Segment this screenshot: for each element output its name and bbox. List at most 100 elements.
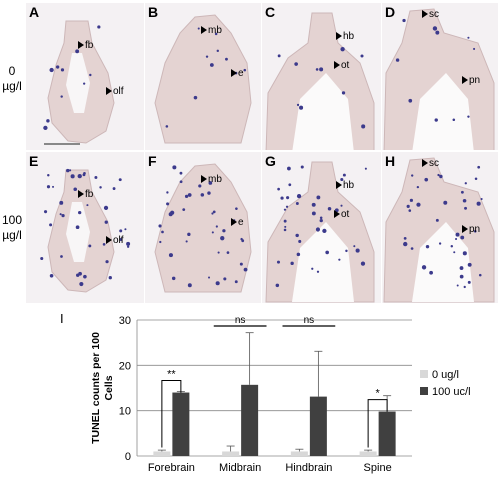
tunel-stain-dot: [319, 67, 324, 72]
significance-label: **: [167, 369, 176, 381]
tunel-stain-dot: [340, 204, 343, 207]
anatomy-label: mb: [208, 25, 222, 36]
row-unit-0: µg/l: [2, 79, 22, 93]
tunel-stain-dot: [105, 260, 109, 264]
anatomy-label: ot: [341, 60, 350, 71]
tunel-stain-dot: [172, 165, 177, 170]
tunel-stain-dot: [223, 277, 227, 281]
bar-control: [153, 451, 171, 456]
lumen: [292, 222, 354, 302]
tunel-stain-dot: [75, 49, 80, 54]
tunel-stain-dot: [78, 210, 82, 215]
tunel-stain-dot: [416, 185, 420, 189]
tunel-stain-dot: [222, 229, 226, 233]
tunel-stain-dot: [467, 115, 470, 118]
tunel-stain-dot: [275, 283, 280, 288]
tunel-stain-dot: [211, 231, 214, 234]
tunel-stain-dot: [474, 177, 478, 180]
tunel-stain-dot: [353, 245, 356, 248]
tunel-stain-dot: [477, 165, 481, 169]
tunel-stain-dot: [411, 174, 414, 177]
tunel-stain-dot: [283, 228, 287, 232]
tunel-stain-dot: [170, 210, 175, 215]
tissue-section-image: fb olf: [43, 20, 124, 145]
tunel-stain-dot: [187, 232, 191, 237]
tunel-stain-dot: [171, 276, 176, 281]
pointer-arrow-icon: [422, 159, 428, 167]
tunel-stain-dot: [439, 174, 443, 179]
tunel-stain-dot: [341, 91, 346, 95]
tunel-stain-dot: [83, 82, 86, 85]
tunel-stain-dot: [187, 283, 192, 288]
tunel-stain-dot: [316, 270, 320, 273]
pointer-arrow-icon: [106, 236, 112, 244]
image-panel-h: sc pn H: [382, 152, 498, 303]
tunel-stain-dot: [220, 236, 225, 241]
tunel-stain-dot: [287, 166, 291, 171]
anatomy-label: sc: [429, 158, 439, 169]
tunel-stain-dot: [421, 265, 427, 270]
tunel-stain-dot: [108, 276, 112, 280]
tunel-stain-dot: [161, 230, 164, 234]
panel-letter: D: [385, 4, 396, 20]
tunel-stain-dot: [214, 32, 218, 36]
tunel-stain-dot: [360, 261, 366, 266]
tunel-stain-dot: [408, 98, 413, 103]
tunel-stain-dot: [79, 281, 84, 287]
tunel-stain-dot: [89, 73, 92, 77]
tunel-stain-dot: [76, 273, 80, 277]
tunel-stain-dot: [69, 169, 72, 172]
x-tick-label: Forebrain: [148, 462, 195, 474]
anatomy-label: pn: [469, 224, 480, 235]
tunel-stain-dot: [406, 204, 410, 208]
tunel-stain-dot: [464, 182, 467, 185]
tunel-stain-dot: [453, 251, 456, 254]
tunel-stain-dot: [315, 227, 321, 232]
tunel-stain-dot: [450, 245, 454, 248]
tunel-stain-dot: [66, 168, 70, 173]
tunel-stain-dot: [295, 202, 299, 205]
y-tick-label: 0: [125, 451, 131, 463]
tissue-section-image: mb e: [154, 163, 252, 293]
tunel-stain-dot: [340, 177, 344, 182]
tunel-stain-dot: [360, 54, 364, 58]
y-tick-label: 30: [119, 315, 131, 327]
tunel-stain-dot: [338, 258, 341, 261]
tunel-stain-dot: [211, 212, 214, 215]
tunel-stain-dot: [277, 187, 280, 191]
tunel-stain-dot: [60, 95, 63, 98]
tunel-stain-dot: [480, 197, 483, 201]
y-axis-label: TUNEL counts per 100: [90, 332, 102, 444]
bar-treated: [172, 392, 190, 456]
tunel-stain-dot: [478, 273, 482, 277]
tunel-stain-dot: [403, 241, 408, 247]
tissue-outline: [154, 163, 252, 293]
tunel-stain-dot: [118, 178, 122, 182]
panel-letter: E: [29, 153, 39, 169]
tunel-stain-dot: [166, 202, 170, 206]
x-tick-label: Midbrain: [219, 462, 261, 474]
lumen: [412, 73, 474, 150]
image-panel-g: hb ot G: [262, 152, 381, 303]
tunel-stain-dot: [455, 232, 460, 237]
ventricle-lumen: [66, 202, 90, 262]
bar-control: [359, 451, 377, 456]
tunel-stain-dot: [216, 49, 219, 53]
tunel-stain-dot: [286, 196, 290, 200]
tunel-stain-dot: [43, 210, 48, 214]
tunel-stain-dot: [410, 247, 414, 250]
tunel-stain-dot: [361, 124, 366, 129]
tunel-stain-dot: [296, 103, 300, 107]
significance-label: ns: [235, 315, 246, 326]
tunel-stain-dot: [476, 201, 481, 206]
tunel-stain-dot: [60, 68, 65, 72]
tissue-section-image: sc pn: [383, 8, 495, 150]
tunel-stain-dot: [86, 204, 89, 207]
tunel-stain-dot: [462, 198, 467, 203]
tissue-section-image: sc pn: [383, 157, 495, 303]
tunel-stain-dot: [429, 270, 433, 275]
tissue-section-image: hb ot: [265, 12, 375, 150]
tunel-stain-dot: [288, 183, 292, 187]
pointer-arrow-icon: [336, 181, 342, 189]
significance-bracket: [367, 399, 388, 448]
